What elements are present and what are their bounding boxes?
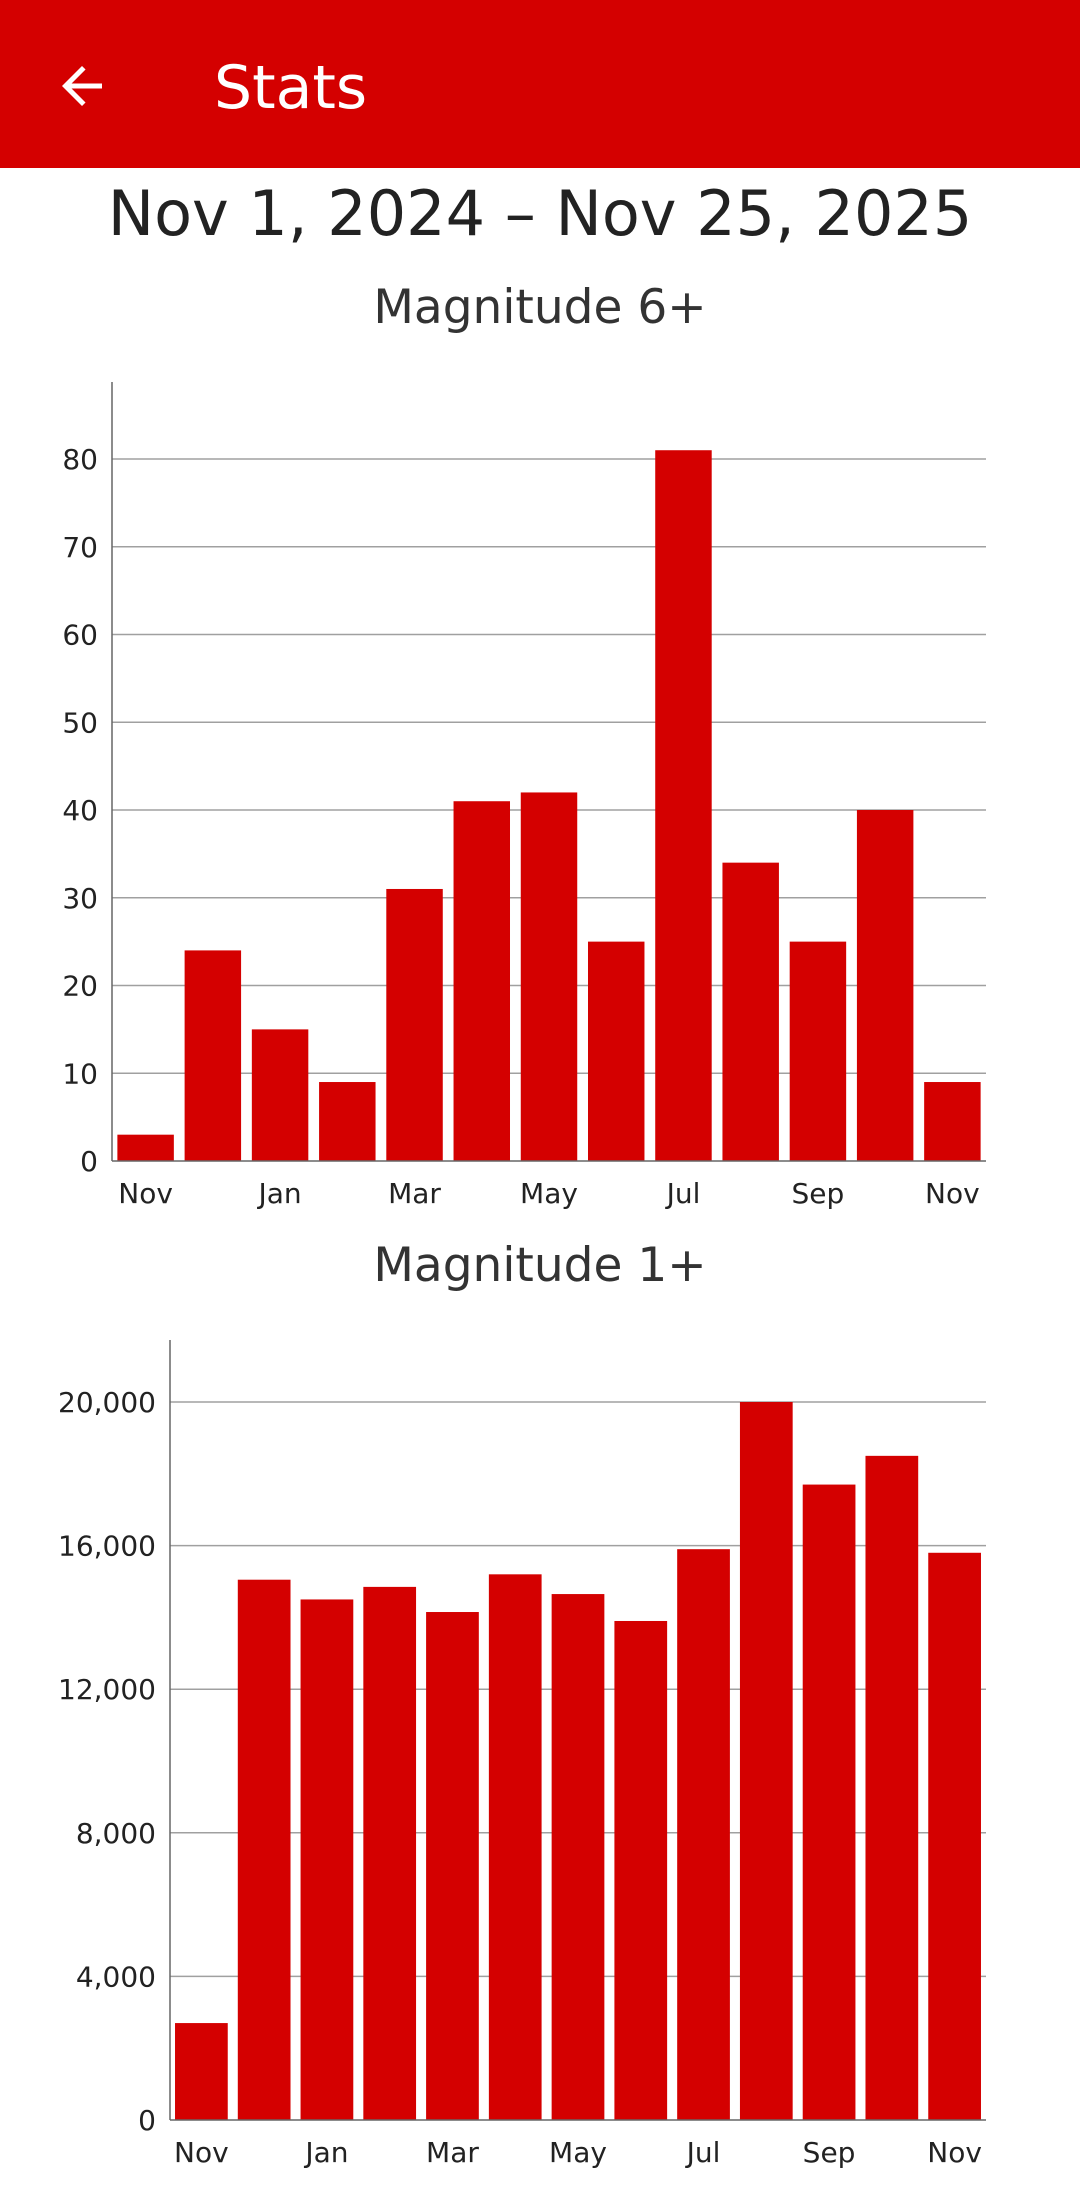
y-tick-label: 80 [62,443,98,476]
bar [453,801,511,1161]
bar-chart-magnitude-6: 0 10 20 30 40 50 60 70 80 Nov Jan Mar May Jul Sep Nov [62,382,986,1210]
page-title: Stats [214,53,368,123]
back-button[interactable] [40,44,124,128]
x-tick-label: Jan [303,2136,348,2169]
y-tick-label: 60 [62,619,98,652]
y-tick-label: 12,000 [58,1673,156,1706]
bar [175,2023,228,2120]
x-tick-label: Mar [426,2136,479,2169]
date-range-label: Nov 1, 2024 – Nov 25, 2025 [107,177,973,250]
bar [300,1599,354,2120]
bar [856,810,914,1161]
x-tick-label: May [549,2136,607,2169]
x-tick-label: Jan [256,1177,301,1210]
y-tick-label: 4,000 [76,1960,156,1993]
x-tick-label: Nov [927,2136,982,2169]
y-tick-label: 16,000 [58,1530,156,1563]
bar [520,792,578,1161]
bar [363,1586,417,2120]
y-tick-label: 10 [62,1057,98,1090]
bar [928,1552,981,2120]
bar [865,1455,919,2120]
y-tick-label: 20 [62,970,98,1003]
bar [237,1579,291,2120]
bar [488,1574,542,2120]
y-tick-label: 0 [138,2104,156,2137]
bar [924,1082,981,1161]
bar [655,450,712,1162]
y-tick-label: 0 [80,1145,98,1178]
y-tick-label: 70 [62,531,98,564]
bar [184,950,242,1161]
x-tick-label: Nov [925,1177,980,1210]
bar [551,1594,605,2120]
bar [739,1402,793,2120]
x-tick-label: Jul [685,2136,721,2169]
chart-title-magnitude-6: Magnitude 6+ [373,280,707,335]
bar [587,941,645,1161]
bar [614,1620,668,2120]
x-tick-label: Jul [665,1177,701,1210]
bar [117,1134,174,1161]
bar [426,1612,479,2120]
bar [722,862,779,1161]
y-tick-label: 50 [62,706,98,739]
bar [386,888,443,1161]
y-tick-label: 8,000 [76,1817,156,1850]
x-tick-label: Nov [118,1177,173,1210]
bar [251,1029,309,1161]
bar [677,1549,730,2120]
x-tick-label: May [520,1177,578,1210]
chart-title-magnitude-1: Magnitude 1+ [373,1238,707,1293]
y-tick-label: 20,000 [58,1386,156,1419]
x-tick-label: Sep [792,1177,845,1210]
app-bar: Stats [0,0,1080,168]
bar [789,941,847,1161]
y-tick-label: 40 [62,794,98,827]
x-tick-label: Mar [388,1177,441,1210]
arrow-left-icon [62,66,102,106]
x-tick-label: Sep [803,2136,856,2169]
bar [319,1082,376,1161]
y-tick-label: 30 [62,882,98,915]
bar-chart-magnitude-1: 0 4,000 8,000 12,000 16,000 20,000 Nov Jan Mar Ma… [58,1340,986,2169]
x-tick-label: Nov [174,2136,229,2169]
bar [802,1484,856,2120]
